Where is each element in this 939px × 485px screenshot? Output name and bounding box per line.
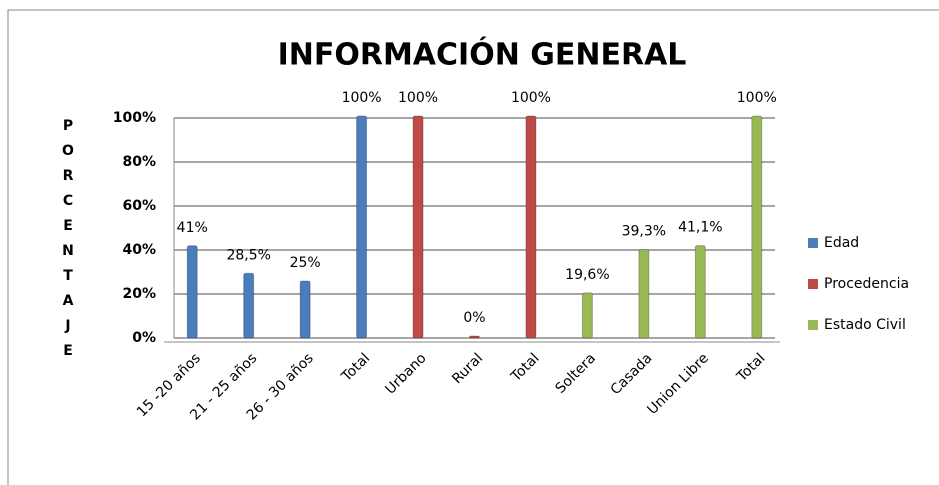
bar — [525, 115, 537, 339]
y-tick-label: 60% — [122, 198, 156, 214]
y-tick-label: 40% — [122, 242, 156, 258]
legend-label: Procedencia — [824, 276, 909, 292]
bar — [299, 280, 311, 339]
y-tick-label: 20% — [122, 286, 156, 302]
x-tick-label: Total — [733, 350, 768, 385]
data-label: 0% — [463, 310, 485, 326]
legend-swatch — [808, 279, 818, 289]
x-tick-label: Rural — [449, 350, 486, 387]
data-label: 41,1% — [678, 220, 722, 236]
bar — [356, 115, 368, 339]
x-tick-label: Soltera — [553, 350, 600, 397]
y-tick-label: 80% — [122, 154, 156, 170]
bar — [243, 272, 255, 339]
bar — [412, 115, 424, 339]
bar — [581, 292, 593, 339]
bar — [694, 245, 706, 339]
data-label: 100% — [511, 90, 551, 106]
y-axis-label: PORCENTAJE — [60, 118, 76, 368]
x-tick-label: Total — [507, 350, 542, 385]
data-label: 19,6% — [565, 267, 609, 283]
legend-label: Estado Civil — [824, 317, 906, 333]
x-tick-label: Casada — [608, 350, 656, 398]
legend-swatch — [808, 320, 818, 330]
x-tick-label: Urbano — [382, 350, 429, 397]
data-label: 100% — [398, 90, 438, 106]
x-tick-label: Union Libre — [644, 350, 712, 418]
bar — [638, 249, 650, 339]
data-label: 100% — [737, 90, 777, 106]
bar — [186, 245, 198, 339]
y-tick-label: 0% — [132, 330, 156, 346]
legend-label: Edad — [824, 235, 859, 251]
bar — [469, 335, 480, 339]
data-label: 100% — [342, 90, 382, 106]
data-label: 28,5% — [226, 247, 270, 263]
chart-title: INFORMACIÓN GENERAL — [278, 36, 687, 73]
x-tick-label: Total — [338, 350, 373, 385]
y-tick-label: 100% — [113, 110, 156, 126]
bar — [751, 115, 763, 339]
data-label: 25% — [290, 255, 321, 271]
data-label: 39,3% — [622, 224, 666, 240]
legend-swatch — [808, 238, 818, 248]
chart-border — [7, 9, 939, 485]
data-label: 41% — [177, 220, 208, 236]
